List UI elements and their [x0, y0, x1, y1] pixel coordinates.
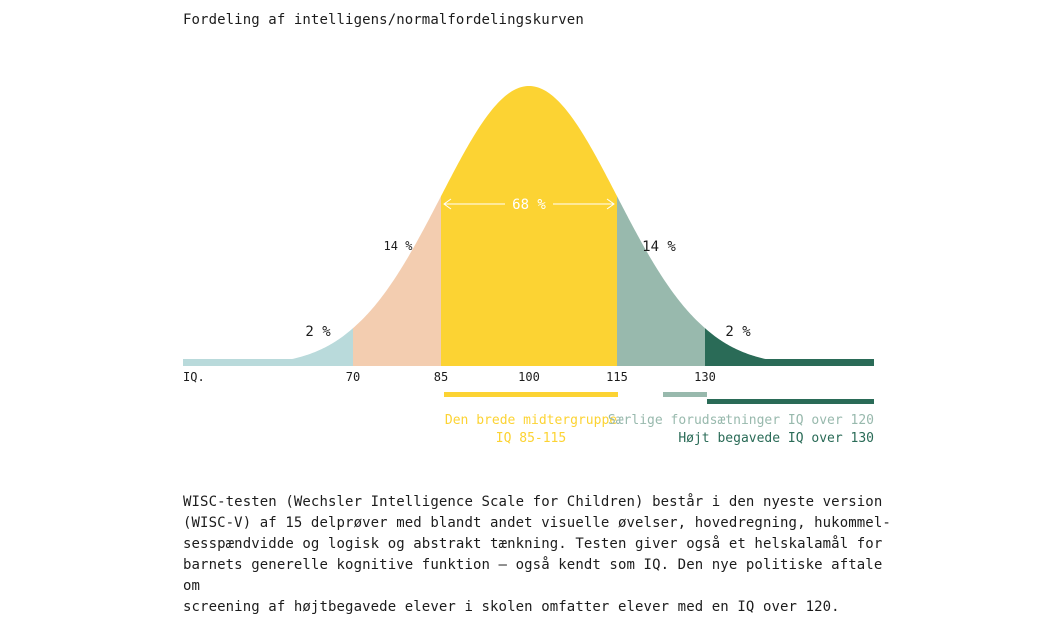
segment-label-3: 14 %	[642, 239, 676, 255]
arrow-head-right	[606, 198, 615, 210]
area-segment-3	[617, 196, 705, 366]
tick-label-130: 130	[694, 370, 716, 384]
distribution-areas	[183, 86, 874, 366]
bracket-bar-1	[663, 392, 707, 397]
range-arrow-68	[443, 198, 615, 210]
bracket-bar-2	[707, 399, 874, 404]
description-paragraph: WISC-testen (Wechsler Intelligence Scale…	[183, 494, 891, 615]
arrow-head-left	[443, 198, 452, 210]
segment-label-2: 68 %	[512, 197, 546, 213]
x-axis-label: IQ.	[183, 370, 205, 384]
bracket-bar-0	[444, 392, 618, 397]
segment-label-1: 14 %	[384, 239, 414, 253]
tick-label-85: 85	[434, 370, 448, 384]
bracket-label-midtergruppe-0: Den brede midtergruppe	[445, 413, 617, 428]
area-segment-4	[705, 328, 874, 366]
bracket-label-over-130: Højt begavede IQ over 130	[678, 431, 874, 446]
chart-title: Fordeling af intelligens/normalfordeling…	[183, 12, 584, 28]
bell-curve-chart: 2 % 14 % 68 % 14 % 2 % IQ. 70 85 100 115 130 Den …	[183, 86, 874, 446]
segment-label-4: 2 %	[725, 324, 751, 340]
x-axis-ticks: IQ. 70 85 100 115 130	[183, 370, 716, 384]
area-segment-1	[353, 196, 441, 366]
tick-label-115: 115	[606, 370, 628, 384]
group-brackets: Den brede midtergruppe IQ 85-115 Særlige f…	[444, 392, 874, 446]
tick-label-70: 70	[346, 370, 360, 384]
area-segment-0	[183, 328, 353, 366]
segment-label-0: 2 %	[305, 324, 331, 340]
bracket-label-midtergruppe-1: IQ 85-115	[496, 431, 566, 446]
bracket-label-over-120: Særlige forudsætninger IQ over 120	[608, 413, 874, 428]
tick-label-100: 100	[518, 370, 540, 384]
area-segment-2	[441, 86, 617, 366]
segment-labels: 2 % 14 % 68 % 14 % 2 %	[305, 197, 751, 340]
